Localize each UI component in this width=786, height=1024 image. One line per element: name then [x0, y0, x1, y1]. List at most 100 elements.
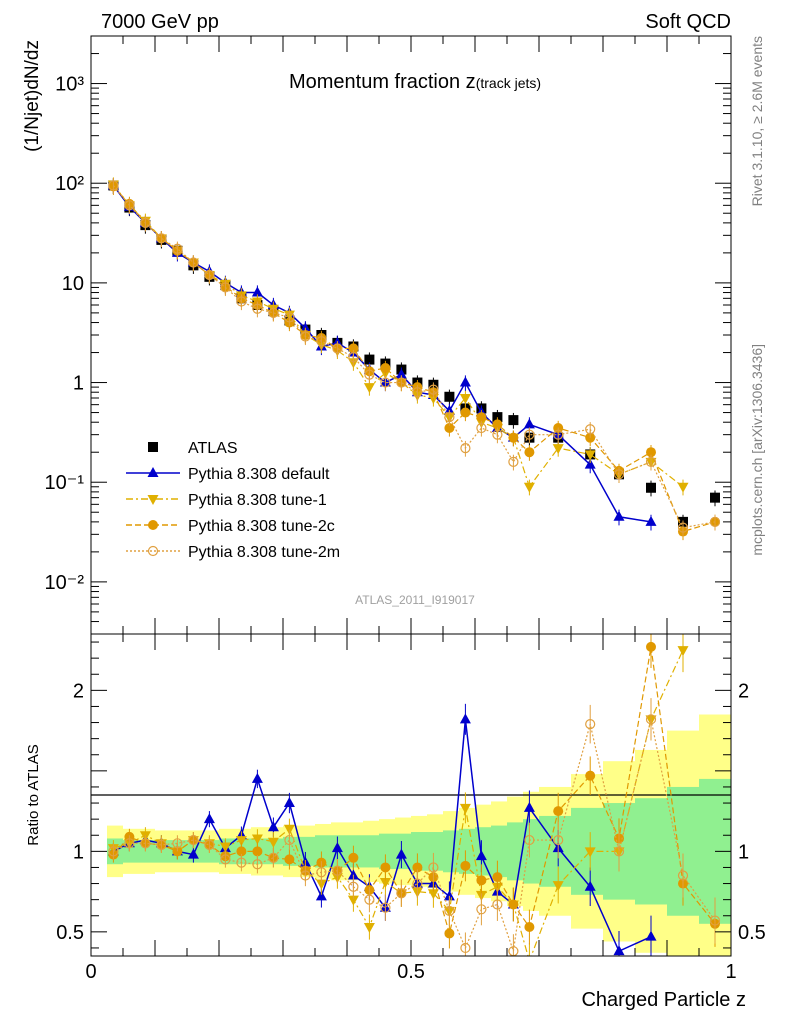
series-4-point — [364, 369, 375, 380]
analysis-id: ATLAS_2011_I919017 — [355, 593, 475, 607]
side-label-bottom: mcplots.cern.ch [arXiv:1306.3436] — [749, 344, 765, 556]
ratio-series-2-point — [444, 928, 455, 939]
series-3 — [108, 179, 720, 541]
ratio-series-3-point — [396, 888, 407, 899]
series-4-point — [585, 424, 596, 435]
ratio-series-3-point — [492, 899, 503, 910]
x-axis-label: Charged Particle z — [581, 989, 746, 1011]
main-y-tick-label: 10² — [55, 173, 84, 195]
ratio-series-0-point — [523, 801, 535, 812]
ratio-band-inner — [395, 833, 411, 870]
ratio-series-3-point — [444, 905, 455, 917]
series-4-point — [124, 200, 135, 211]
ratio-series-1-point — [347, 895, 359, 906]
ratio-uncertainty-bands — [107, 714, 731, 956]
ratio-series-1-point — [524, 957, 535, 967]
ratio-y-tick-label-right: 0.5 — [738, 922, 766, 944]
legend-entry: Pythia 8.308 default — [126, 466, 330, 483]
series-4-point — [316, 336, 327, 347]
series-1-point — [395, 368, 407, 379]
ratio-series-1-point — [427, 889, 439, 900]
ratio-series-2-point — [236, 846, 247, 857]
ratio-series-2-point — [460, 860, 471, 871]
ratio-band-inner — [299, 836, 315, 866]
ratio-y-axis-label: Ratio to ATLAS — [25, 744, 42, 845]
ratio-series-0-point — [267, 821, 279, 832]
ratio-series-2-point — [553, 806, 564, 817]
series-4-point — [236, 296, 247, 307]
series-0-point — [508, 415, 519, 426]
plot-title: Momentum fraction z(track jets) — [289, 71, 541, 93]
ratio-series-3-point — [553, 834, 564, 846]
ratio-series-3-point — [220, 854, 231, 865]
series-3-point — [460, 407, 471, 418]
series-2-point — [584, 450, 596, 461]
ratio-series-0-point — [443, 890, 455, 901]
series-4-point — [380, 377, 391, 388]
ratio-series-2-point — [492, 872, 503, 883]
series-4-point — [396, 377, 407, 388]
main-y-tick-label: 10⁻² — [45, 572, 85, 594]
x-tick-label: 0 — [85, 961, 96, 983]
ratio-series-3-point — [524, 834, 535, 846]
series-4-point — [140, 217, 151, 228]
series-4-point — [204, 269, 215, 281]
ratio-band-inner — [379, 833, 395, 870]
ratio-series-3-point — [476, 904, 487, 915]
ratio-series-0-point — [645, 930, 657, 941]
legend-marker — [147, 467, 159, 477]
series-4-point — [188, 257, 199, 268]
ratio-band-inner — [347, 835, 363, 868]
legend-marker — [147, 495, 159, 505]
legend-label: Pythia 8.308 tune-1 — [188, 492, 327, 509]
ratio-y-tick-label-right: 1 — [738, 841, 749, 863]
main-y-tick-label: 10 — [62, 273, 84, 295]
ratio-series-3-point — [236, 857, 247, 868]
series-0-point — [492, 412, 503, 423]
series-4-point — [460, 442, 471, 454]
ratio-series-1-point — [459, 803, 471, 814]
ratio-band-inner — [475, 827, 491, 876]
legend-label: Pythia 8.308 tune-2c — [188, 518, 335, 535]
series-1-point — [523, 418, 535, 429]
ratio-series-2-point — [524, 922, 535, 933]
ratio-series-1-point — [315, 879, 327, 890]
legend-entry: Pythia 8.308 tune-2c — [126, 518, 335, 535]
series-4-point — [613, 469, 625, 480]
series-1-point — [584, 458, 596, 469]
legend-entry: Pythia 8.308 tune-2m — [126, 544, 340, 561]
ratio-series-0-point — [395, 848, 407, 859]
ratio-series-0-point — [203, 813, 215, 824]
plot-title-main: Momentum fraction z — [289, 71, 476, 93]
series-1-point — [251, 286, 263, 297]
ratio-band-inner — [507, 822, 523, 881]
ratio-band-inner — [523, 819, 539, 884]
ratio-series-3-point — [172, 838, 183, 849]
series-4-point — [252, 303, 263, 314]
main-series — [107, 177, 721, 541]
ratio-band-inner — [443, 830, 459, 873]
ratio-band-inner — [635, 798, 667, 905]
ratio-series-1-point — [251, 834, 263, 845]
series-2-point — [552, 444, 564, 455]
main-y-axis-label: (1/Njet)dN/dz — [22, 40, 43, 152]
series-1-point — [613, 510, 625, 521]
ratio-y-tick-label-left: 2 — [73, 680, 84, 702]
main-y-tick-label: 1 — [73, 373, 84, 395]
ratio-band-inner — [491, 825, 507, 878]
series-2-point — [459, 393, 471, 404]
series-4-point — [553, 429, 564, 440]
x-tick-label: 1 — [725, 961, 736, 983]
series-3-point — [492, 419, 503, 430]
ratio-series-0-point — [187, 848, 199, 859]
ratio-series-1-point — [283, 824, 295, 835]
main-y-tick-label: 10⁻¹ — [45, 472, 85, 494]
ratio-series-1-point — [552, 881, 564, 892]
series-3-point — [524, 447, 535, 458]
series-4-point — [300, 331, 311, 342]
ratio-series-3-point — [645, 714, 657, 725]
series-4-point — [348, 352, 359, 363]
series-4-point — [108, 180, 119, 191]
ratio-series-0-point — [584, 880, 596, 891]
